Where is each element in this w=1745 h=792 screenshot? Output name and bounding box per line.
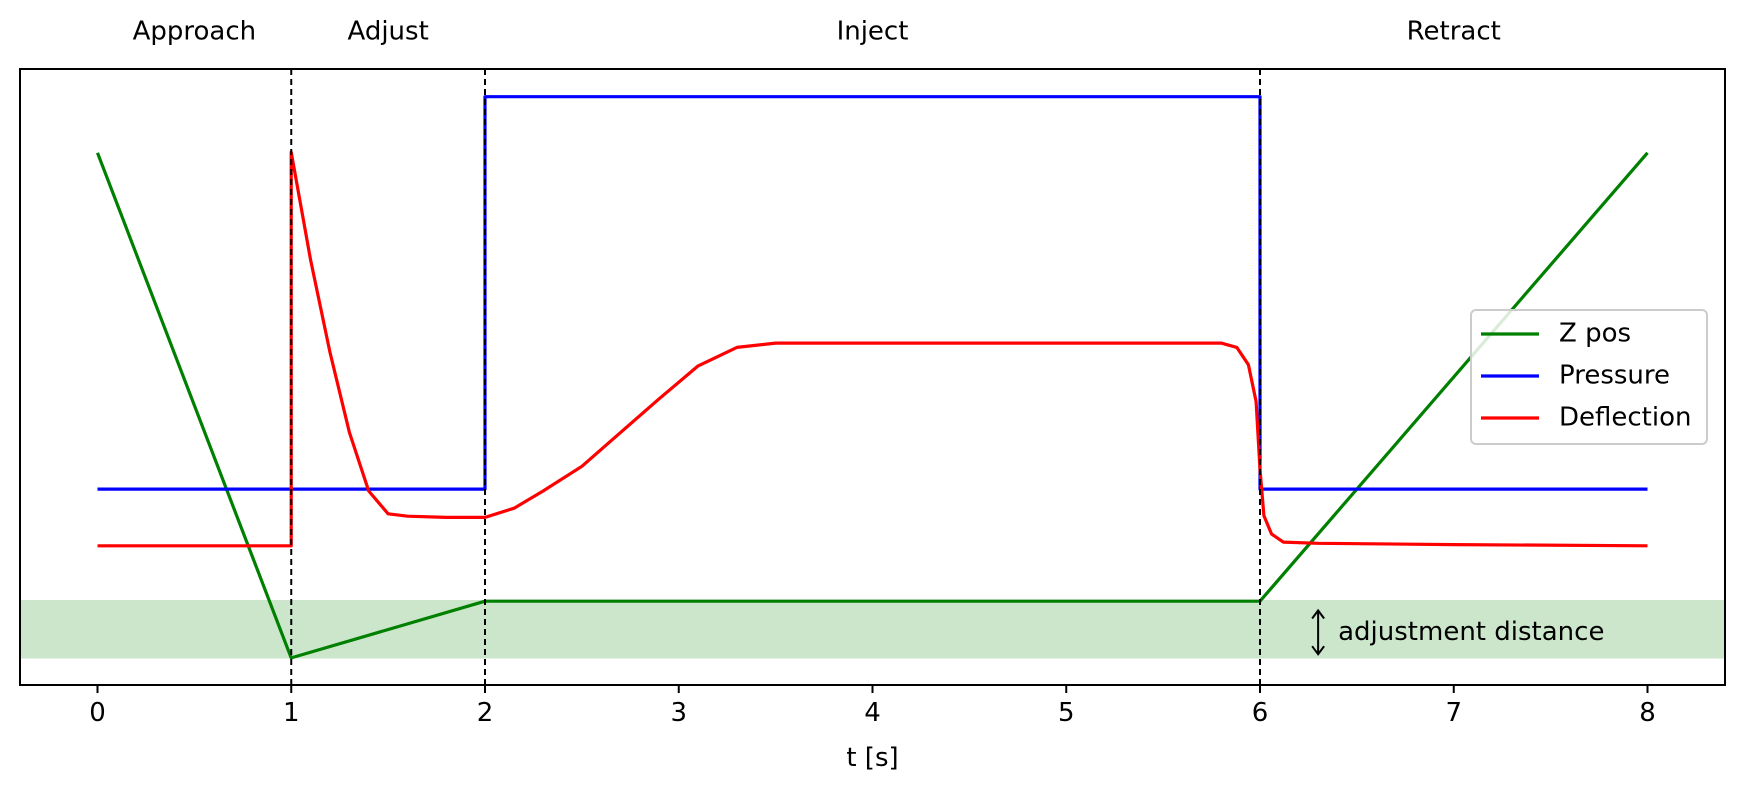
annotation-text: adjustment distance: [1338, 617, 1604, 647]
legend-label: Deflection: [1559, 403, 1692, 433]
x-axis-label: t [s]: [846, 743, 898, 773]
x-tick-label: 4: [864, 698, 881, 728]
arrow-head-up-icon: [1311, 608, 1325, 620]
arrow-head-down-icon: [1311, 645, 1325, 656]
x-tick-label: 7: [1445, 698, 1462, 728]
series-line-deflection: [97, 150, 1648, 548]
phase-label: Adjust: [347, 17, 428, 47]
x-tick-label: 3: [670, 698, 687, 728]
phase-label: Retract: [1407, 17, 1501, 47]
phase-label: Approach: [133, 17, 257, 47]
legend-label: Z pos: [1559, 319, 1631, 349]
phase-boundary-lines: [290, 69, 1261, 685]
phase-label: Inject: [837, 17, 909, 47]
legend-box: [1470, 309, 1708, 445]
x-tick-label: 5: [1058, 698, 1075, 728]
adjustment-band: [21, 599, 1724, 659]
x-tick-label: 2: [477, 698, 494, 728]
x-tick-label: 0: [89, 698, 106, 728]
x-tick-label: 8: [1639, 698, 1656, 728]
series-line-pressure: [97, 95, 1648, 491]
legend: Z pos Pressure Deflection: [1470, 309, 1708, 445]
adjustment-annotation: adjustment distance: [1311, 608, 1604, 656]
series-line-z-pos: [96, 151, 1649, 660]
legend-label: Pressure: [1559, 361, 1670, 391]
plot-area-frame: [19, 68, 1726, 686]
x-axis-ticks: 0 1 2 3 4 5 6 7 8: [89, 685, 1656, 728]
phase-labels: Approach Adjust Inject Retract: [133, 17, 1501, 47]
series-layer: [96, 95, 1649, 660]
x-tick-label: 6: [1252, 698, 1269, 728]
x-tick-label: 1: [283, 698, 300, 728]
